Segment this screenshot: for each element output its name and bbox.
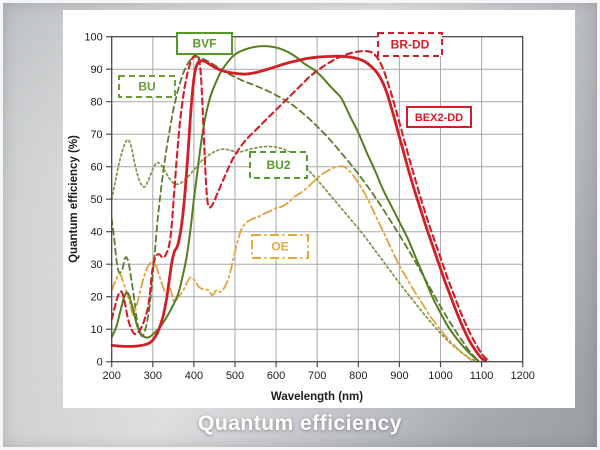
label-box-bu2 [249, 151, 308, 179]
x-tick-label: 1000 [428, 370, 452, 382]
x-tick-label: 400 [185, 370, 203, 382]
x-tick-label: 1200 [510, 370, 534, 382]
label-box-bvf [176, 32, 233, 55]
series-labels: BU2 BU OE BVF BR-DD BEX2-DD [118, 32, 472, 259]
y-tick-label: 0 [97, 357, 103, 369]
chart-caption: Quantum efficiency [198, 412, 402, 435]
label-text-bvf: BVF [193, 37, 217, 51]
label-text-oe: OE [271, 240, 288, 254]
y-tick-label: 10 [90, 324, 102, 336]
x-tick-label: 700 [308, 370, 326, 382]
y-tick-label: 20 [90, 292, 102, 304]
x-tick-label: 800 [349, 370, 367, 382]
label-text-bu: BU [138, 80, 155, 94]
y-tick-label: 30 [90, 259, 102, 271]
x-tick-label: 200 [103, 370, 121, 382]
x-tick-label: 1100 [470, 370, 494, 382]
qe-curves [110, 45, 489, 363]
label-text-bu2: BU2 [266, 158, 290, 172]
gridlines [111, 36, 523, 362]
label-text-br-dd: BR-DD [391, 38, 430, 52]
x-tick-label: 900 [390, 370, 408, 382]
y-tick-label: 100 [84, 32, 102, 44]
y-tick-label: 40 [90, 227, 102, 239]
y-tick-label: 70 [90, 129, 102, 141]
label-box-oe [251, 234, 309, 259]
y-axis-title: Quantum efficiency (%) [68, 135, 80, 263]
x-tick-label: 500 [226, 370, 244, 382]
y-tick-label: 80 [90, 97, 102, 109]
x-tick-label: 300 [144, 370, 162, 382]
y-tick-label: 60 [90, 162, 102, 174]
curve-bu2 [110, 138, 477, 362]
curve-bex2-dd [110, 54, 488, 363]
y-tick-label: 50 [90, 194, 102, 206]
label-box-bu [118, 75, 176, 98]
y-tick-label: 90 [90, 64, 102, 76]
x-axis-title: Wavelength (nm) [271, 391, 363, 403]
chart-panel: 200 300 400 500 600 700 800 900 1000 1100 1200 0 10 2… [63, 10, 575, 408]
curve-br-dd [110, 49, 489, 362]
label-box-bex2-dd [406, 106, 472, 128]
label-text-bex2-dd: BEX2-DD [415, 112, 463, 124]
label-box-br-dd [377, 32, 443, 57]
axis-ticks: 200 300 400 500 600 700 800 900 1000 1100 1200 0 10 2… [84, 32, 535, 383]
x-tick-label: 600 [267, 370, 285, 382]
qe-chart-svg: 200 300 400 500 600 700 800 900 1000 1100 1200 0 10 2… [68, 32, 535, 403]
